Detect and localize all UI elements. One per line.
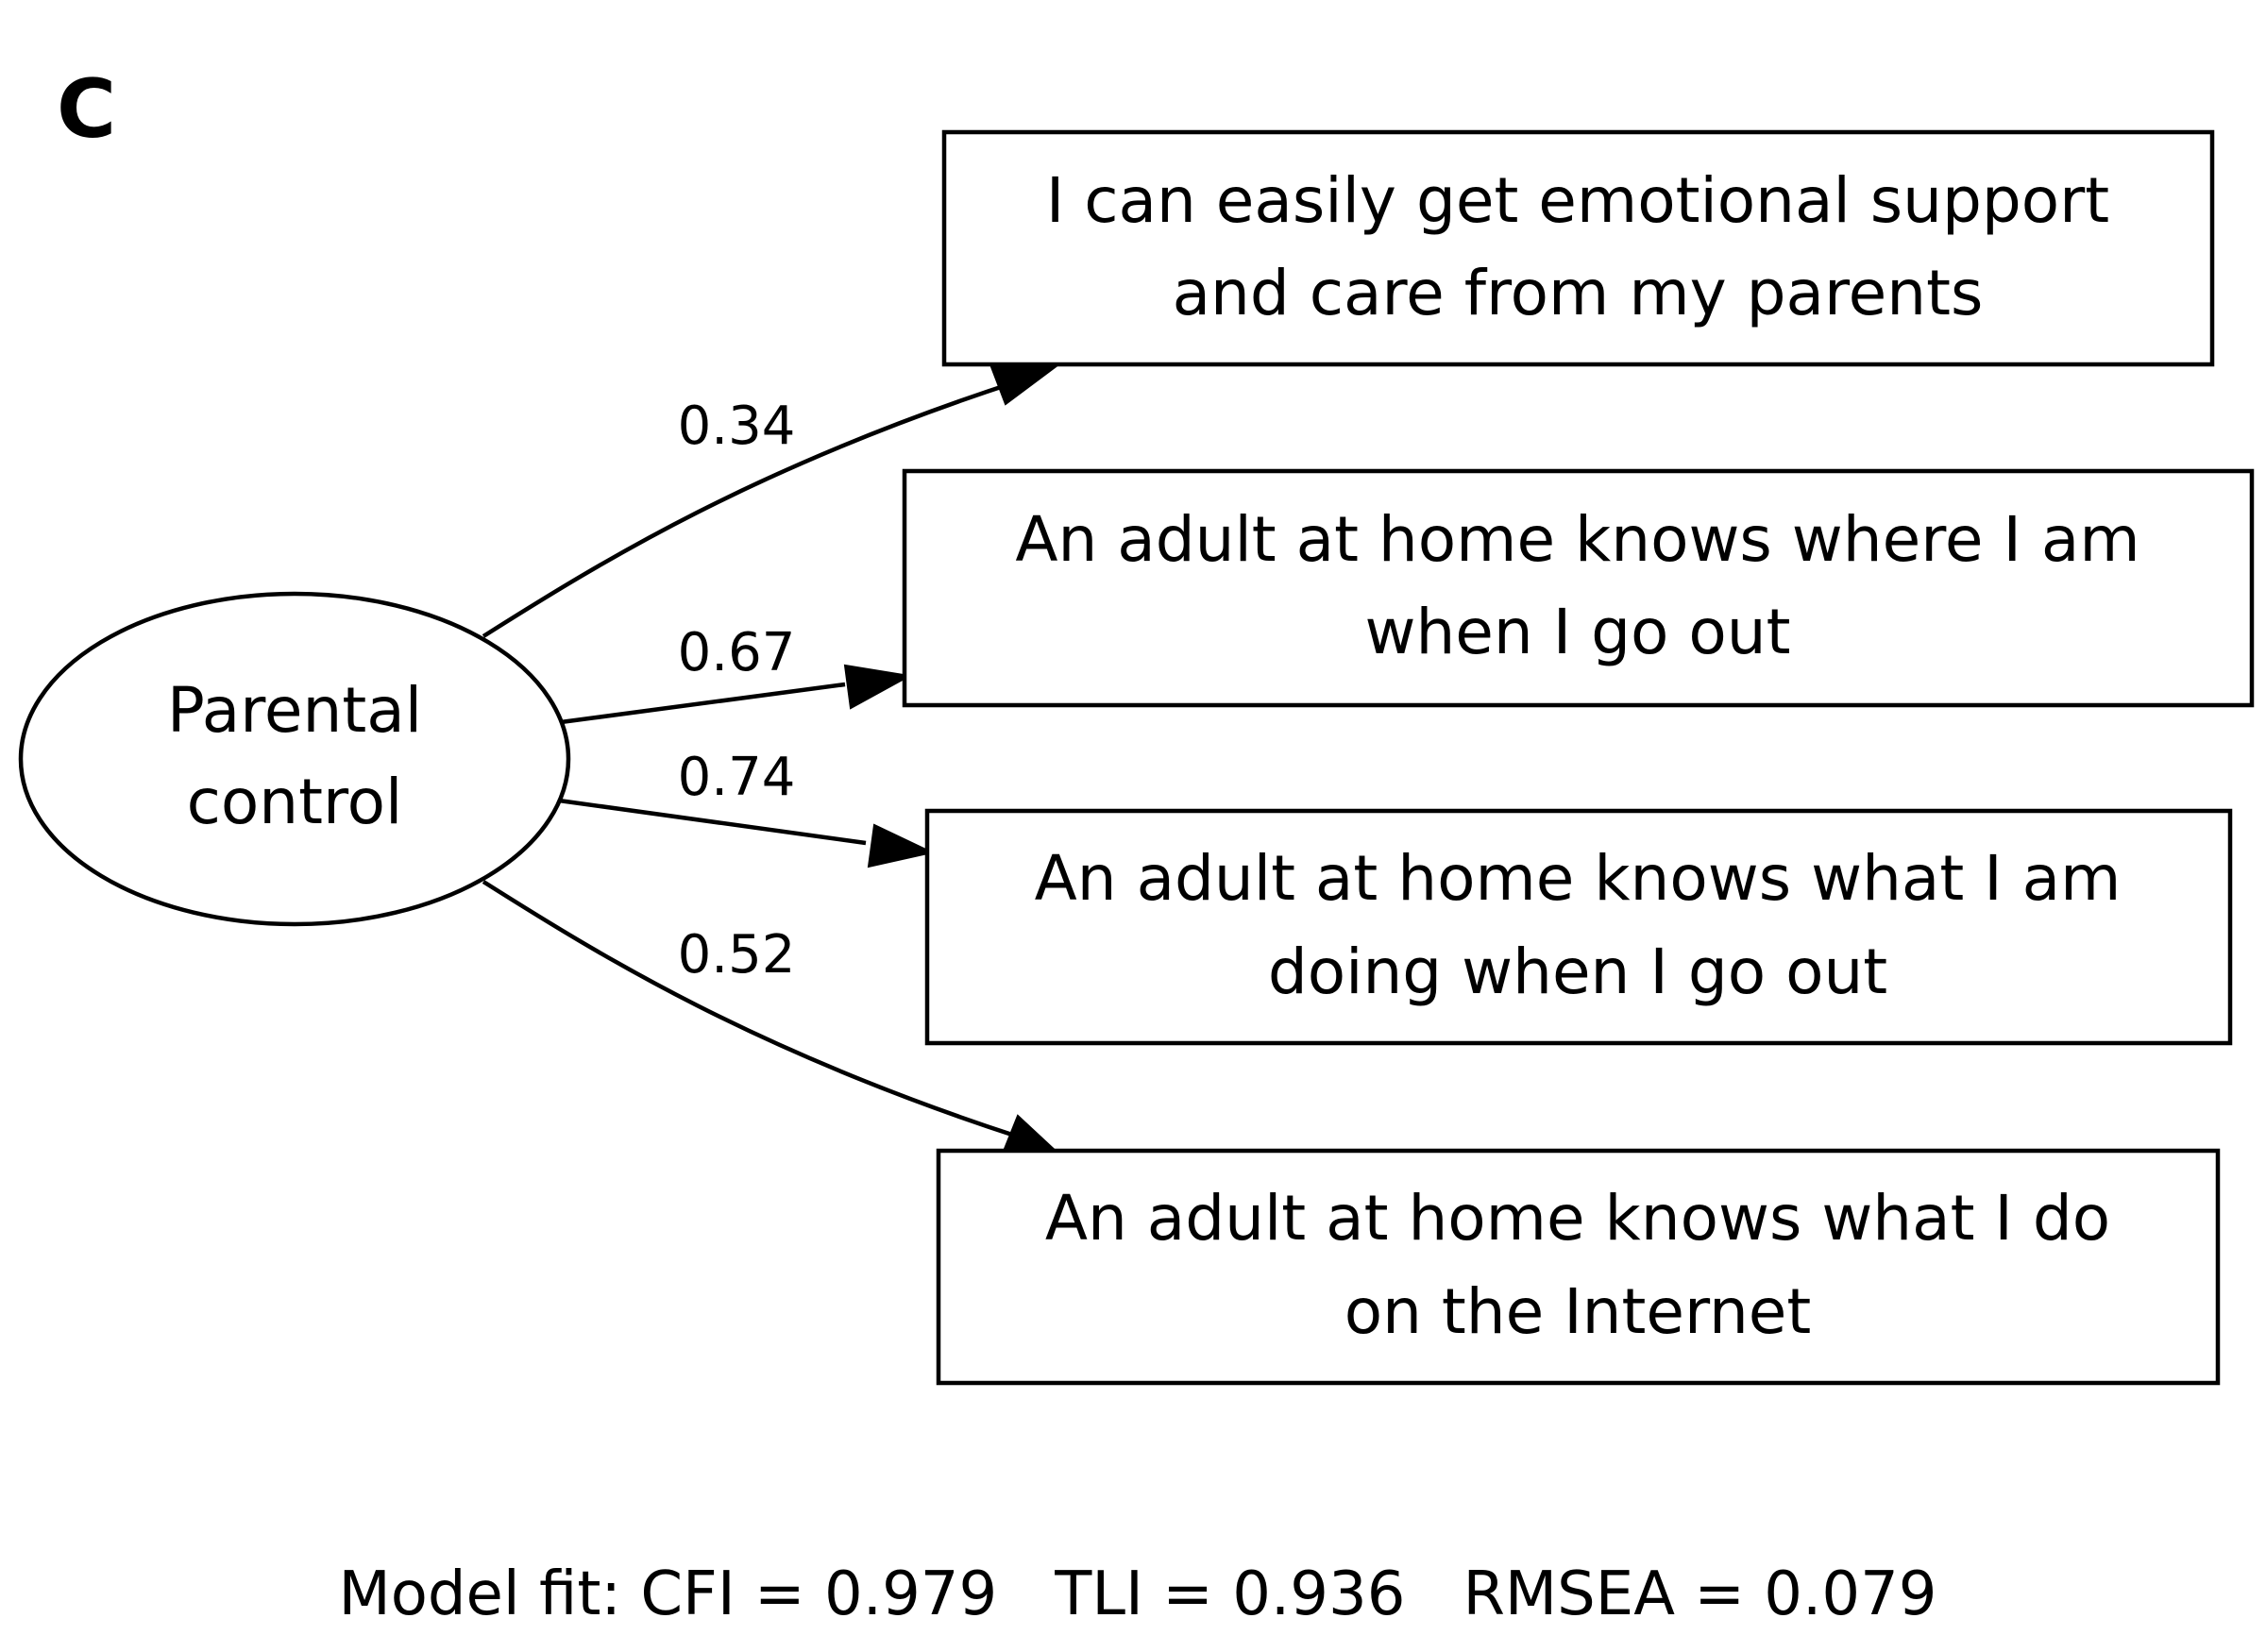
path-arrow-2: [560, 682, 846, 725]
arrowhead-1: [989, 362, 1060, 406]
path-arrow-4: [482, 880, 1016, 1138]
indicator-node-1: I can easily get emotional support and c…: [941, 129, 2215, 367]
indicator-box: [902, 468, 2255, 708]
loading-label-3: 0.74: [678, 747, 796, 808]
loading-label-1: 0.34: [678, 396, 796, 457]
latent-label-line1: Parental: [167, 674, 422, 747]
model-fit-text: Model fit: CFI = 0.979 TLI = 0.936 RMSEA…: [339, 1559, 1937, 1629]
panel-label: C: [57, 62, 116, 157]
indicator-box: [941, 129, 2215, 367]
indicator-box: [936, 1148, 2221, 1386]
indicator-node-3: An adult at home knows what I am doing w…: [924, 808, 2233, 1046]
path-arrow-1: [482, 379, 1016, 638]
loading-label-2: 0.67: [678, 622, 796, 683]
indicator-line1: I can easily get emotional support: [1046, 164, 2109, 237]
indicator-box: [924, 808, 2233, 1046]
indicator-line2: and care from my parents: [1173, 257, 1984, 329]
indicator-node-4: An adult at home knows what I do on the …: [936, 1148, 2221, 1386]
loading-label-4: 0.52: [678, 924, 796, 986]
indicator-line1: An adult at home knows where I am: [1015, 503, 2139, 576]
latent-ellipse: [18, 591, 571, 927]
indicator-line2: doing when I go out: [1268, 936, 1887, 1008]
indicator-line2: on the Internet: [1344, 1275, 1812, 1348]
arrowhead-3: [867, 823, 936, 868]
arrowhead-4: [1001, 1114, 1060, 1155]
indicator-line2: when I go out: [1364, 596, 1790, 668]
latent-node-parental-control: Parental control: [18, 591, 571, 927]
indicator-line1: An adult at home knows what I am: [1035, 842, 2122, 915]
path-arrow-3: [558, 798, 867, 846]
indicator-line1: An adult at home knows what I do: [1045, 1182, 2110, 1255]
latent-label-line2: control: [187, 766, 403, 838]
path-arrows: [482, 362, 1060, 1155]
arrowhead-2: [843, 664, 913, 710]
indicator-node-2: An adult at home knows where I am when I…: [902, 468, 2255, 708]
